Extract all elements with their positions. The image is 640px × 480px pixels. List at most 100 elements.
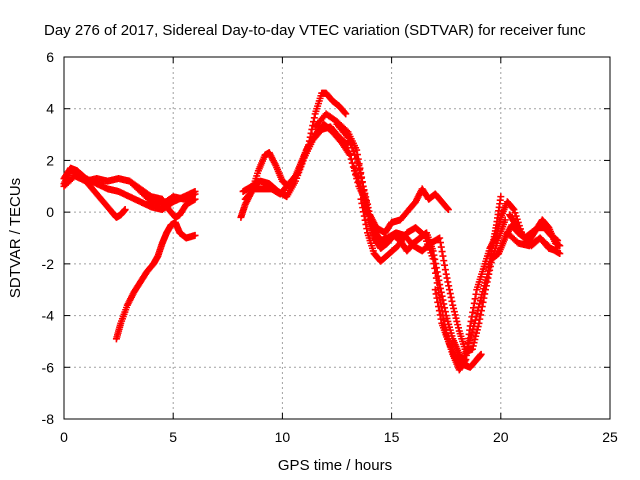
data-point: [453, 317, 461, 325]
data-point: [349, 163, 357, 171]
data-point: [556, 242, 564, 250]
grid: [64, 57, 610, 419]
data-point: [497, 193, 505, 201]
data-point: [477, 350, 485, 358]
data-point: [472, 332, 480, 340]
data-point: [121, 206, 129, 214]
data-point: [471, 295, 479, 303]
data-point: [438, 248, 446, 256]
data-point: [476, 297, 484, 305]
data-point: [349, 147, 357, 155]
plot-frame: [63, 56, 611, 420]
data-point: [360, 212, 368, 220]
data-point: [356, 166, 364, 174]
data-point: [477, 311, 485, 319]
data-point: [352, 154, 360, 162]
data-point: [437, 315, 445, 323]
y-tick-label: -6: [42, 359, 55, 375]
x-tick-label: 5: [169, 429, 177, 445]
data-point: [471, 335, 479, 343]
data-point: [191, 231, 199, 239]
data-point: [473, 310, 481, 318]
data-point: [293, 171, 301, 179]
data-point: [440, 257, 448, 265]
data-point: [347, 140, 355, 148]
data-point: [431, 286, 439, 294]
x-tick-label: 15: [384, 429, 400, 445]
data-point: [342, 110, 350, 118]
data-point: [443, 274, 451, 282]
series-4: [112, 218, 199, 343]
data-point: [450, 308, 458, 316]
data-point: [444, 278, 452, 286]
data-point: [452, 314, 460, 322]
data-point: [471, 319, 479, 327]
data-point: [441, 261, 449, 269]
data-point: [419, 230, 427, 238]
data-point: [470, 339, 478, 347]
data-point: [447, 293, 455, 301]
data-point: [431, 264, 439, 272]
data-point: [359, 208, 367, 216]
y-tick-label: -4: [42, 308, 55, 324]
data-point: [436, 311, 444, 319]
x-axis-label: GPS time / hours: [278, 457, 392, 474]
x-tick-label: 25: [602, 429, 618, 445]
y-tick-label: 6: [46, 49, 54, 65]
data-point: [473, 329, 481, 337]
data-point: [353, 158, 361, 166]
data-point: [439, 252, 447, 260]
data-point: [442, 270, 450, 278]
data-point: [446, 290, 454, 298]
data-point: [450, 304, 458, 312]
series-15: [506, 211, 564, 250]
data-point: [430, 260, 438, 268]
data-point: [469, 308, 477, 316]
data-point: [362, 220, 370, 228]
data-point: [435, 303, 443, 311]
data-point: [361, 216, 369, 224]
data-point: [348, 144, 356, 152]
data-point: [348, 159, 356, 167]
y-axis: -8 -6 -4 -2 0 2 4 6: [42, 49, 610, 427]
data-point: [359, 204, 367, 212]
data-point: [444, 205, 452, 213]
series-5: [126, 177, 199, 221]
series-16: [503, 229, 564, 258]
y-tick-label: 2: [46, 152, 54, 168]
series-13: [431, 193, 505, 369]
data-point: [472, 290, 480, 298]
series-3: [60, 172, 199, 208]
chart-title: Day 276 of 2017, Sidereal Day-to-day VTE…: [44, 22, 586, 39]
x-tick-label: 0: [60, 429, 68, 445]
series-8: [241, 120, 372, 208]
data-point: [510, 206, 518, 214]
data-point: [341, 109, 349, 117]
data-point: [449, 301, 457, 309]
data-point: [191, 195, 199, 203]
data-point: [454, 324, 462, 332]
data-point: [511, 209, 519, 217]
data-point: [436, 234, 444, 242]
data-point: [344, 133, 352, 141]
data-point: [451, 311, 459, 319]
data-point: [433, 279, 441, 287]
y-tick-label: -2: [42, 256, 55, 272]
data-point: [353, 146, 361, 154]
series-6: [237, 89, 350, 221]
x-tick-label: 20: [493, 429, 509, 445]
data-point: [436, 239, 444, 247]
data-point: [363, 225, 371, 233]
data-point: [445, 286, 453, 294]
y-tick-label: -8: [42, 411, 55, 427]
data-point: [509, 205, 517, 213]
y-tick-label: 0: [46, 204, 54, 220]
data-point: [429, 255, 437, 263]
data-point: [310, 114, 318, 122]
data-point: [358, 199, 366, 207]
data-point: [435, 307, 443, 315]
data-point: [432, 274, 440, 282]
data-point: [476, 300, 484, 308]
data-point: [556, 250, 564, 258]
